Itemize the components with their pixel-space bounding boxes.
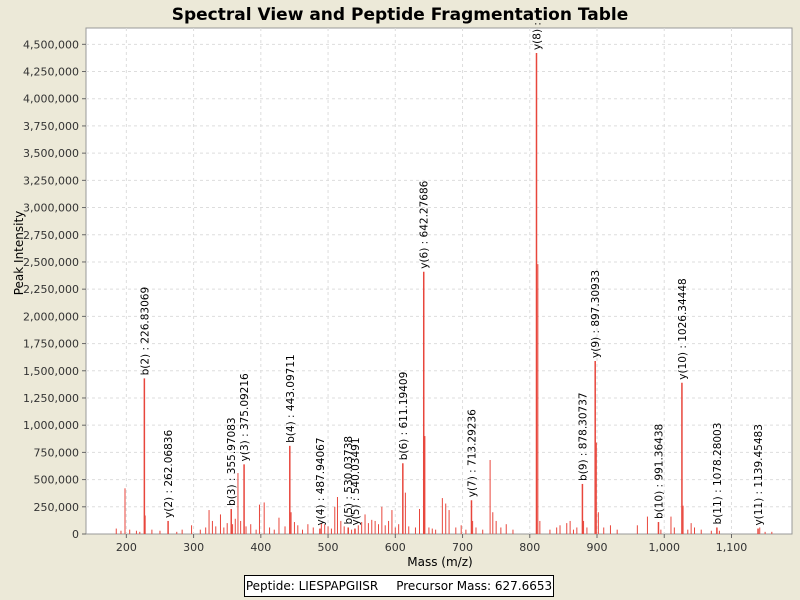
peak-label: b(3) : 355.97083 bbox=[226, 417, 238, 506]
x-tick-label: 500 bbox=[318, 541, 339, 554]
y-tick-label: 2,750,000 bbox=[23, 229, 79, 242]
y-tick-label: 0 bbox=[72, 528, 79, 541]
y-axis-label: Peak Intensity bbox=[12, 211, 26, 296]
y-tick-label: 500,000 bbox=[34, 474, 80, 487]
peak-label: b(6) : 611.19409 bbox=[398, 372, 410, 461]
y-tick-label: 1,750,000 bbox=[23, 338, 79, 351]
y-tick-label: 1,250,000 bbox=[23, 392, 79, 405]
x-tick-label: 400 bbox=[250, 541, 271, 554]
x-tick-label: 1,100 bbox=[716, 541, 748, 554]
y-tick-label: 3,250,000 bbox=[23, 174, 79, 187]
chart-title: Spectral View and Peptide Fragmentation … bbox=[172, 5, 629, 25]
peak-label: b(10) : 991.36438 bbox=[653, 424, 665, 519]
y-tick-label: 250,000 bbox=[34, 501, 80, 514]
y-tick-label: 1,500,000 bbox=[23, 365, 79, 378]
y-tick-label: 3,500,000 bbox=[23, 147, 79, 160]
peak-label: y(4) : 487.94067 bbox=[315, 437, 327, 525]
y-axis: 0 250,000 500,000 750,000 1,000,000 1,250,000… bbox=[23, 38, 86, 541]
peak-label: b(4) : 443.09711 bbox=[285, 354, 297, 443]
peak-label: y(8) : bbox=[531, 22, 543, 50]
peak-label: b(2) : 226.83069 bbox=[139, 287, 151, 376]
peak-label: y(7) : 713.29236 bbox=[466, 409, 478, 497]
y-tick-label: 3,750,000 bbox=[23, 120, 79, 133]
legend-peptide: Peptide: LIESPAPGIISR bbox=[245, 579, 379, 593]
peak-label: b(9) : 878.30737 bbox=[577, 392, 589, 481]
x-tick-label: 900 bbox=[587, 541, 608, 554]
peak-labels: b(2) : 226.83069 y(2) : 262.06836 b(3) : 3… bbox=[139, 22, 765, 525]
peak-label: y(11) : 1139.45483 bbox=[753, 424, 765, 525]
peak-label: b(11) : 1078.28003 bbox=[712, 423, 724, 525]
peak-label: y(6) : 642.27686 bbox=[419, 180, 431, 268]
peak-label: y(3) : 375.09216 bbox=[239, 373, 251, 461]
grid-lines bbox=[86, 28, 792, 534]
y-tick-label: 4,250,000 bbox=[23, 66, 79, 79]
x-tick-label: 200 bbox=[116, 541, 137, 554]
x-tick-label: 1,000 bbox=[648, 541, 680, 554]
x-tick-label: 600 bbox=[385, 541, 406, 554]
legend-precursor-mass: Precursor Mass: 627.6653 bbox=[396, 579, 553, 593]
peak-label: y(2) : 262.06836 bbox=[163, 430, 175, 518]
peak-label: y(10) : 1026.34448 bbox=[677, 278, 689, 379]
peak-label: y(5) : 540.03491 bbox=[350, 437, 362, 525]
peak-label: y(9) : 897.30933 bbox=[590, 270, 602, 358]
y-tick-label: 2,250,000 bbox=[23, 283, 79, 296]
x-tick-label: 800 bbox=[519, 541, 540, 554]
y-tick-label: 2,500,000 bbox=[23, 256, 79, 269]
legend: Peptide: LIESPAPGIISR Precursor Mass: 62… bbox=[244, 575, 554, 597]
y-tick-label: 4,500,000 bbox=[23, 38, 79, 51]
y-tick-label: 4,000,000 bbox=[23, 93, 79, 106]
y-tick-label: 1,000,000 bbox=[23, 419, 79, 432]
y-tick-label: 2,000,000 bbox=[23, 310, 79, 323]
x-axis: 200 300 400 500 600 700 800 900 1,000 1,100 bbox=[116, 534, 747, 554]
peaks bbox=[115, 53, 773, 534]
y-tick-label: 750,000 bbox=[34, 446, 80, 459]
peak-label: b(5) : 530.03738 bbox=[343, 436, 355, 525]
y-tick-label: 3,000,000 bbox=[23, 202, 79, 215]
x-axis-label: Mass (m/z) bbox=[407, 555, 472, 569]
x-tick-label: 700 bbox=[452, 541, 473, 554]
plot-area bbox=[85, 27, 793, 535]
x-tick-label: 300 bbox=[183, 541, 204, 554]
